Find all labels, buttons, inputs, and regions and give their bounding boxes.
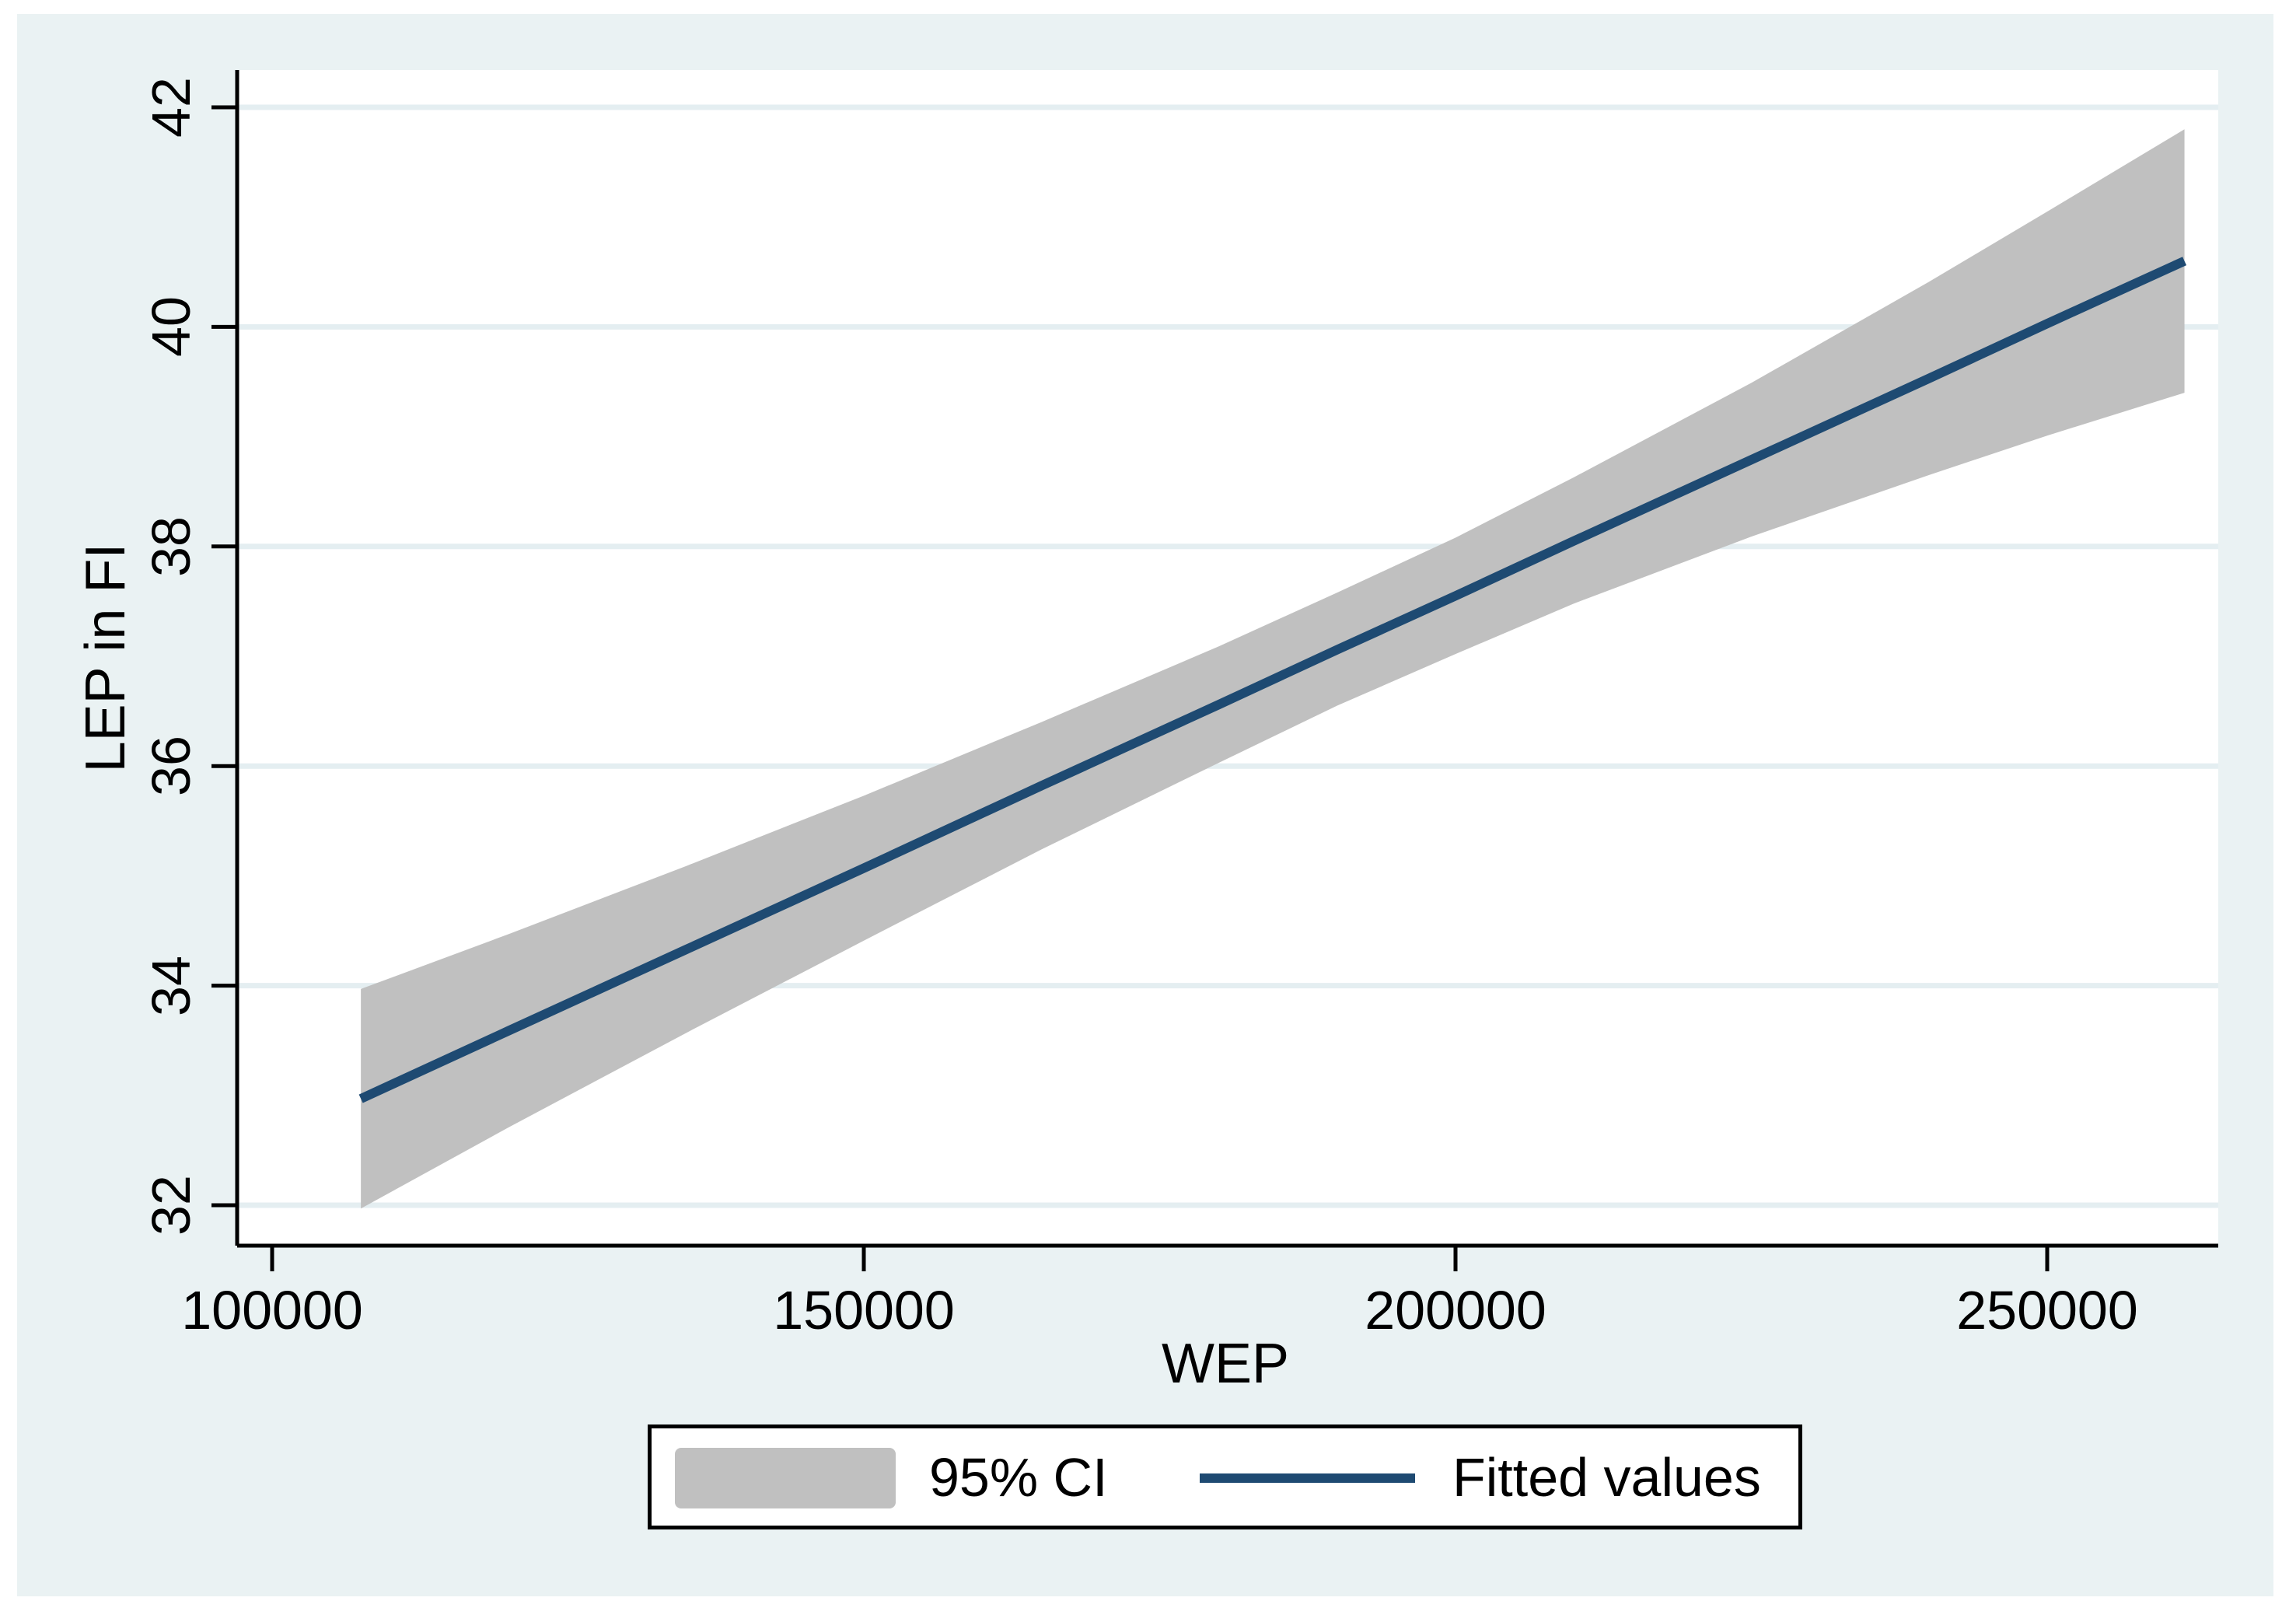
x-axis-title: WEP — [1161, 1333, 1290, 1395]
y-tick-label: 40 — [141, 296, 201, 358]
ci-band-group — [361, 129, 2185, 1209]
x-tick-label: 100000 — [181, 1280, 363, 1341]
ci-band-legend-swatch — [675, 1448, 896, 1508]
legend: 95% CI Fitted values — [648, 1424, 1802, 1529]
y-tick-label: 34 — [141, 955, 201, 1016]
ticks-group — [211, 105, 2050, 1271]
y-tick-label: 42 — [141, 77, 201, 138]
fitted-line-group — [358, 257, 2187, 1103]
x-tick-label: 200000 — [1365, 1280, 1546, 1341]
fitted-line — [358, 257, 2187, 1103]
gridlines-group — [237, 104, 2218, 1208]
x-tick-label: 150000 — [773, 1280, 955, 1341]
fitted-values-legend-label: Fitted values — [1452, 1446, 1761, 1508]
y-axis-title: LEP in FI — [75, 543, 137, 773]
y-tick-label: 32 — [141, 1175, 201, 1236]
ci-band — [361, 129, 2185, 1209]
axes-group — [235, 70, 2218, 1248]
x-tick-label: 250000 — [1956, 1280, 2138, 1341]
fitted-line-legend-sample — [1200, 1473, 1415, 1483]
y-tick-label: 36 — [141, 736, 201, 797]
ci-legend-label: 95% CI — [929, 1446, 1108, 1508]
y-tick-label: 38 — [141, 516, 201, 577]
